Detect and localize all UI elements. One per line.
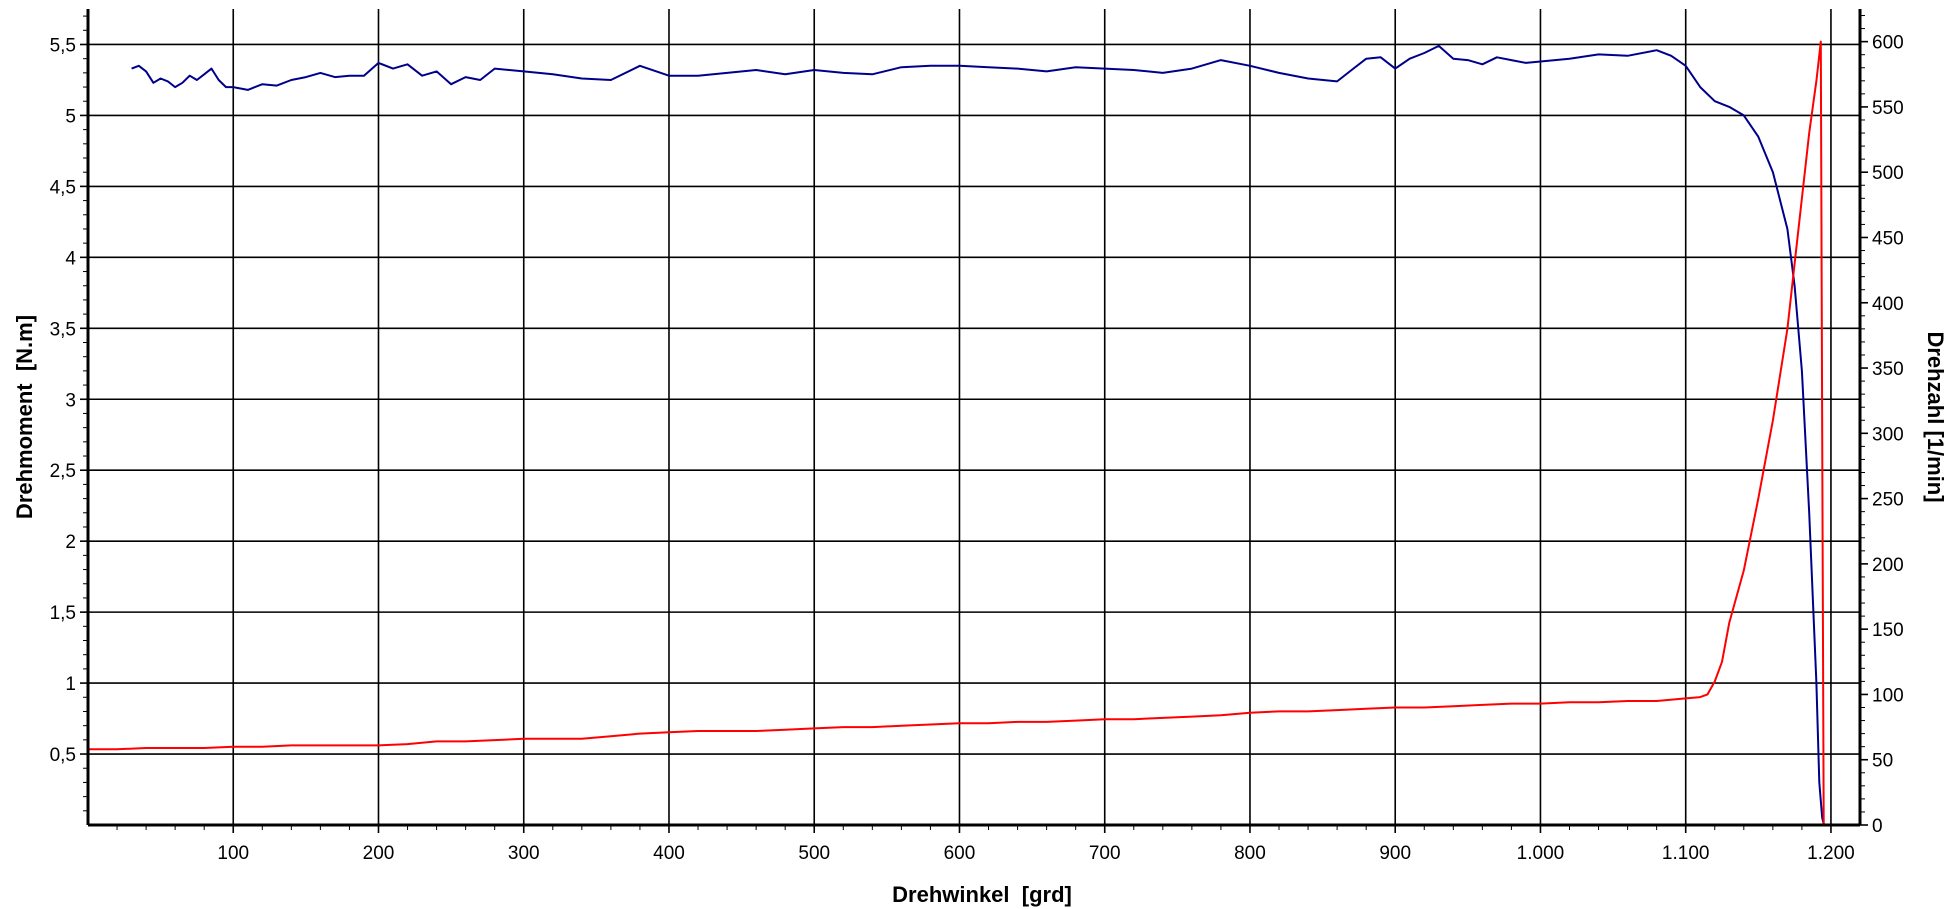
y2-tick-label: 500 — [1872, 163, 1904, 184]
y-tick-label: 4 — [65, 248, 76, 269]
axes — [86, 9, 1862, 827]
y2-tick-label: 400 — [1872, 294, 1904, 315]
y-tick-label: 1 — [65, 674, 76, 695]
x-tick-label: 600 — [944, 843, 976, 864]
x-axis-title: Drehwinkel [grd] — [892, 882, 1072, 907]
x-tick-label: 500 — [798, 843, 830, 864]
y-tick-label: 0,5 — [50, 745, 76, 766]
y2-tick-label: 550 — [1872, 98, 1904, 119]
series-layer — [88, 40, 1825, 826]
y2-tick-label: 100 — [1872, 685, 1904, 706]
y-tick-label: 2 — [65, 532, 76, 553]
x-tick-label: 900 — [1379, 843, 1411, 864]
x-tick-label: 1.100 — [1662, 843, 1710, 864]
y-tick-label: 5 — [65, 106, 76, 127]
x-tick-label: 300 — [508, 843, 540, 864]
y2-tick-label: 450 — [1872, 228, 1904, 249]
y2-tick-label: 350 — [1872, 359, 1904, 380]
x-tick-label: 100 — [217, 843, 249, 864]
plot-area — [88, 9, 1860, 825]
y2-tick-label: 0 — [1872, 816, 1883, 837]
y-tick-label: 3 — [65, 390, 76, 411]
ticks — [80, 15, 1868, 833]
tick-labels: 100 200 300 400 500 600 700 800 900 1.000 1.100 1.2… — [50, 33, 1904, 864]
x-tick-label: 200 — [363, 843, 395, 864]
y-axis-title: Drehmoment [N.m] — [12, 315, 37, 519]
y-tick-label: 4,5 — [50, 177, 76, 198]
y2-tick-label: 200 — [1872, 555, 1904, 576]
y2-axis-title: Drehzahl [1/min] — [1923, 331, 1948, 502]
y2-tick-label: 250 — [1872, 490, 1904, 511]
y-tick-label: 2,5 — [50, 461, 76, 482]
y2-tick-label: 150 — [1872, 620, 1904, 641]
x-tick-label: 800 — [1234, 843, 1266, 864]
y-tick-label: 1,5 — [50, 603, 76, 624]
drehmoment-series-line — [131, 44, 1825, 824]
y2-tick-label: 600 — [1872, 33, 1904, 54]
x-tick-label: 700 — [1089, 843, 1121, 864]
drehzahl-series-line — [88, 40, 1825, 826]
x-tick-label: 1.200 — [1807, 843, 1855, 864]
y2-tick-label: 50 — [1872, 751, 1893, 772]
x-tick-label: 400 — [653, 843, 685, 864]
y2-tick-label: 300 — [1872, 424, 1904, 445]
y-tick-label: 3,5 — [50, 319, 76, 340]
x-tick-label: 1.000 — [1517, 843, 1565, 864]
y-tick-label: 5,5 — [50, 35, 76, 56]
grid — [88, 9, 1860, 825]
